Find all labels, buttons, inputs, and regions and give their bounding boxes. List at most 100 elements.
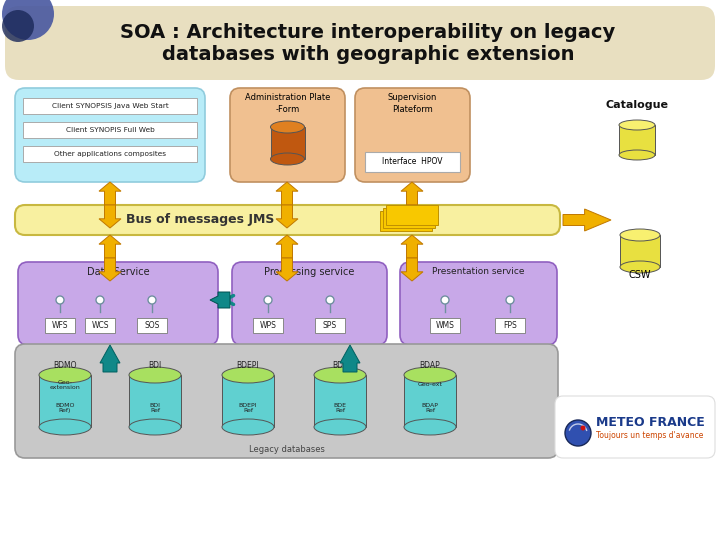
Ellipse shape <box>314 419 366 435</box>
Polygon shape <box>401 182 423 205</box>
Text: FPS: FPS <box>503 321 517 329</box>
Circle shape <box>506 296 514 304</box>
Bar <box>495 318 525 333</box>
Bar <box>23 122 197 138</box>
Text: Catalogue: Catalogue <box>606 100 668 110</box>
Bar <box>619 125 655 155</box>
Text: BDE: BDE <box>332 361 348 369</box>
Text: WFS: WFS <box>52 321 68 329</box>
Text: Administration Plate: Administration Plate <box>245 93 330 103</box>
Bar <box>137 318 167 333</box>
Bar <box>85 318 115 333</box>
Text: WPS: WPS <box>260 321 276 329</box>
Bar <box>129 375 181 427</box>
Ellipse shape <box>222 367 274 383</box>
FancyBboxPatch shape <box>15 88 205 182</box>
Circle shape <box>264 296 272 304</box>
Bar <box>39 375 91 427</box>
Circle shape <box>56 296 64 304</box>
Text: databases with geographic extension: databases with geographic extension <box>162 45 575 64</box>
Text: BDEPI: BDEPI <box>237 361 259 369</box>
Circle shape <box>580 426 585 430</box>
FancyBboxPatch shape <box>15 344 558 458</box>
Ellipse shape <box>271 153 305 165</box>
Polygon shape <box>276 182 298 205</box>
Circle shape <box>148 296 156 304</box>
Ellipse shape <box>620 261 660 273</box>
Text: BDMO
Ref): BDMO Ref) <box>55 403 75 414</box>
Bar <box>620 235 660 267</box>
Text: Processing service: Processing service <box>264 267 355 277</box>
Text: SOA : Architecture interoperability on legacy: SOA : Architecture interoperability on l… <box>120 23 616 42</box>
Text: Toujours un temps d'avance: Toujours un temps d'avance <box>596 431 703 441</box>
Bar <box>386 205 438 225</box>
Text: -Form: -Form <box>275 105 300 113</box>
FancyBboxPatch shape <box>18 262 218 345</box>
Ellipse shape <box>271 121 305 133</box>
Polygon shape <box>99 235 121 258</box>
Text: SOS: SOS <box>144 321 160 329</box>
Ellipse shape <box>222 419 274 435</box>
Text: Data Service: Data Service <box>86 267 149 277</box>
FancyBboxPatch shape <box>15 205 560 235</box>
Polygon shape <box>401 235 423 258</box>
FancyBboxPatch shape <box>355 88 470 182</box>
Ellipse shape <box>619 150 655 160</box>
Text: METEO FRANCE: METEO FRANCE <box>596 416 705 429</box>
Text: BDEPI
Ref: BDEPI Ref <box>239 403 257 414</box>
Text: Legacy databases: Legacy databases <box>248 446 325 455</box>
Text: WCS: WCS <box>91 321 109 329</box>
Bar <box>23 146 197 162</box>
Polygon shape <box>276 205 298 228</box>
Polygon shape <box>340 345 360 372</box>
FancyBboxPatch shape <box>5 6 715 80</box>
Bar <box>271 127 305 159</box>
Ellipse shape <box>314 367 366 383</box>
Circle shape <box>441 296 449 304</box>
Text: SPS: SPS <box>323 321 337 329</box>
FancyBboxPatch shape <box>555 396 715 458</box>
Polygon shape <box>99 205 121 228</box>
Text: BDAP: BDAP <box>420 361 441 369</box>
Bar <box>253 318 283 333</box>
Polygon shape <box>99 258 121 281</box>
Ellipse shape <box>129 367 181 383</box>
Bar <box>315 318 345 333</box>
Text: Geo-ext: Geo-ext <box>418 382 443 388</box>
Polygon shape <box>563 209 611 231</box>
Text: Supervision: Supervision <box>388 93 437 103</box>
Polygon shape <box>210 292 230 308</box>
Bar <box>365 152 460 172</box>
Text: BDAP
Ref: BDAP Ref <box>422 403 438 414</box>
Ellipse shape <box>129 419 181 435</box>
Text: Bus of messages JMS: Bus of messages JMS <box>126 213 274 226</box>
Text: BDI
Ref: BDI Ref <box>150 403 161 414</box>
Text: Client SYNOPIS Full Web: Client SYNOPIS Full Web <box>66 127 154 133</box>
Text: Presentation service: Presentation service <box>432 267 525 276</box>
Circle shape <box>96 296 104 304</box>
Ellipse shape <box>39 419 91 435</box>
Polygon shape <box>401 205 423 228</box>
Text: Geo-
extension: Geo- extension <box>50 380 81 390</box>
Ellipse shape <box>404 367 456 383</box>
Bar <box>383 208 435 228</box>
Text: Other applications composites: Other applications composites <box>54 151 166 157</box>
Ellipse shape <box>619 120 655 130</box>
Text: BDE
Ref: BDE Ref <box>333 403 346 414</box>
Bar <box>380 211 432 231</box>
Circle shape <box>2 0 54 40</box>
Bar <box>45 318 75 333</box>
Bar <box>23 98 197 114</box>
FancyBboxPatch shape <box>400 262 557 345</box>
Text: Interface  HPOV: Interface HPOV <box>382 158 443 166</box>
Text: Client SYNOPSIS Java Web Start: Client SYNOPSIS Java Web Start <box>52 103 168 109</box>
Polygon shape <box>100 345 120 372</box>
Polygon shape <box>276 258 298 281</box>
Polygon shape <box>276 235 298 258</box>
Circle shape <box>2 10 34 42</box>
FancyBboxPatch shape <box>230 88 345 182</box>
Bar <box>222 375 274 427</box>
FancyBboxPatch shape <box>232 262 387 345</box>
Ellipse shape <box>404 419 456 435</box>
Text: BDMO: BDMO <box>53 361 77 369</box>
